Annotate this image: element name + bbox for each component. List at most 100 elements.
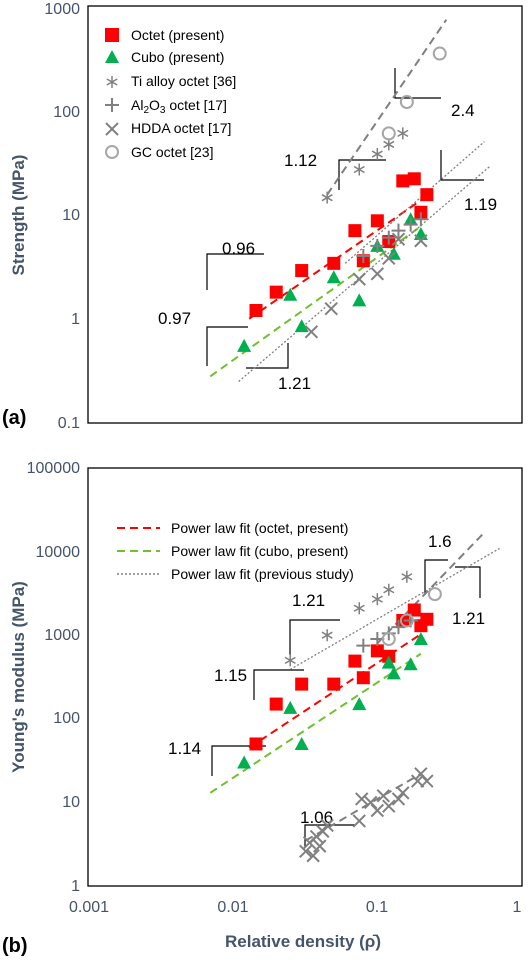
- a-point-circle-5-0: [381, 126, 396, 141]
- legend-label-hdda: HDDA octet [17]: [131, 120, 231, 136]
- a-ytick-1000: 1000: [44, 1, 80, 18]
- b-point-asterisk-2-0: [284, 654, 296, 667]
- panel-b-data-points: [237, 570, 442, 863]
- legend-square-marker: [105, 28, 119, 42]
- panel-a-fit-lines: [209, 19, 491, 383]
- a-point-triangle-1-4: [352, 293, 367, 307]
- a-point-plus-3-3: [391, 223, 406, 238]
- a-point-square-0-2: [295, 264, 309, 278]
- a-slope-label-1.12: 1.12: [284, 151, 317, 170]
- legend-octet-present: Octet (present): [105, 27, 224, 43]
- legend-fit-octet: Power law fit (octet, present): [117, 520, 348, 536]
- legend-cubo-present: Cubo (present): [105, 49, 224, 65]
- legend-triangle-marker: [105, 50, 119, 63]
- b-point-x-4-5: [316, 824, 330, 839]
- b-point-x-4-13: [391, 792, 406, 806]
- a-ytick-10: 10: [62, 207, 80, 224]
- b-point-asterisk-2-1: [321, 629, 333, 642]
- a-point-x-4-2: [352, 272, 366, 286]
- b-point-triangle-1-0: [237, 755, 252, 769]
- a-slope-triangle-al2o3: [440, 150, 484, 181]
- a-point-square-0-9: [407, 172, 421, 186]
- a-point-square-0-11: [420, 188, 434, 202]
- b-point-square-0-2: [295, 677, 309, 691]
- b-point-triangle-1-6: [403, 657, 418, 671]
- b-point-x-4-7: [352, 814, 366, 828]
- b-point-square-0-6: [370, 644, 384, 658]
- a-point-x-4-0: [304, 325, 319, 339]
- b-point-square-0-0: [249, 737, 263, 751]
- legend-label-fit-octet: Power law fit (octet, present): [171, 520, 348, 536]
- a-point-x-4-3: [370, 267, 385, 281]
- a-point-x-4-6: [414, 234, 428, 248]
- legend-fit-previous: Power law fit (previous study): [117, 566, 354, 582]
- a-point-asterisk-2-4: [397, 127, 409, 140]
- b-xtick-0.1: 0.1: [366, 899, 388, 916]
- a-slope-triangle-hdda: [246, 343, 289, 369]
- a-point-square-0-4: [348, 224, 362, 238]
- b-point-square-0-4: [348, 654, 362, 668]
- b-point-square-0-1: [269, 697, 283, 711]
- a-point-plus-3-2: [381, 230, 396, 245]
- b-point-x-4-17: [420, 774, 434, 788]
- b-point-x-4-11: [376, 789, 391, 803]
- a-point-triangle-1-0: [237, 338, 252, 352]
- b-point-circle-5-2: [427, 587, 442, 602]
- b-point-x-4-9: [364, 795, 378, 810]
- b-xtick-0.01: 0.01: [217, 899, 248, 916]
- b-point-triangle-1-5: [386, 666, 401, 680]
- a-point-square-0-1: [269, 285, 283, 299]
- b-point-circle-5-1: [399, 613, 414, 628]
- legend-x-marker: [105, 122, 119, 136]
- b-xtick-0.001: 0.001: [69, 899, 109, 916]
- a-point-plus-3-0: [356, 248, 371, 263]
- legend-asterisk-marker: [106, 76, 118, 88]
- panel-a-data-points: [237, 46, 447, 352]
- b-fit-line-4: [305, 772, 422, 842]
- panel-b-x-axis-title: Relative density (ρ̄): [225, 932, 381, 951]
- b-point-square-0-9: [407, 603, 421, 617]
- a-point-plus-3-5: [413, 212, 428, 227]
- b-ytick-1000: 1000: [44, 627, 80, 644]
- a-point-asterisk-2-2: [371, 148, 383, 161]
- a-point-x-4-4: [382, 251, 396, 266]
- a-point-x-4-1: [324, 301, 338, 316]
- b-point-x-4-6: [320, 818, 334, 833]
- panel-b-label: (b): [2, 935, 28, 957]
- b-point-x-4-12: [382, 799, 396, 813]
- panel-b-y-axis-title: Young's modulus (MPa): [9, 581, 28, 773]
- b-point-x-4-10: [370, 803, 385, 818]
- a-point-square-0-8: [396, 174, 410, 188]
- legend-label-ti-alloy: Ti alloy octet [36]: [131, 73, 236, 89]
- b-slope-label-1.6: 1.6: [428, 532, 452, 551]
- legend-label-fit-cubo: Power law fit (cubo, present): [171, 543, 348, 559]
- legend-hdda: HDDA octet [17]: [105, 120, 231, 136]
- panel-a-strength-chart: 0.1 1 10 100 1000 Strength (MPa) (a) 0.9…: [2, 1, 523, 432]
- panel-b-x-tick-labels: 0.001 0.01 0.1 1: [69, 899, 522, 916]
- a-slope-label-2.4: 2.4: [451, 101, 475, 120]
- b-ytick-10000: 10000: [36, 544, 81, 561]
- b-point-triangle-1-1: [283, 700, 298, 714]
- b-point-circle-5-0: [381, 632, 396, 647]
- panel-b-modulus-chart: 1 10 100 1000 10000 100000 0.001 0.01 0.…: [2, 460, 523, 957]
- a-point-triangle-1-2: [294, 319, 309, 333]
- a-point-x-4-5: [391, 232, 406, 246]
- b-xtick-1: 1: [513, 899, 522, 916]
- legend-plus-marker: [105, 98, 119, 112]
- a-ytick-100: 100: [53, 104, 80, 121]
- b-slope-label-1.15: 1.15: [214, 666, 247, 685]
- panel-b-slope-triangles: [211, 559, 481, 847]
- b-point-plus-3-3: [391, 620, 406, 635]
- a-slope-triangle-cubo: [206, 326, 248, 366]
- b-point-x-4-14: [396, 786, 410, 800]
- panel-a-y-tick-labels: 0.1 1 10 100 1000: [44, 1, 80, 432]
- b-point-plus-3-0: [356, 638, 371, 653]
- a-slope-label-1.21: 1.21: [278, 374, 311, 393]
- b-slope-label-1.21-ti: 1.21: [292, 591, 325, 610]
- a-ytick-1: 1: [71, 311, 80, 328]
- panel-a-slope-triangles: [206, 68, 484, 369]
- legend-circle-marker: [105, 145, 119, 159]
- panel-a-y-axis-title: Strength (MPa): [9, 155, 28, 276]
- a-fit-line-4: [344, 141, 485, 264]
- b-ytick-1: 1: [71, 878, 80, 895]
